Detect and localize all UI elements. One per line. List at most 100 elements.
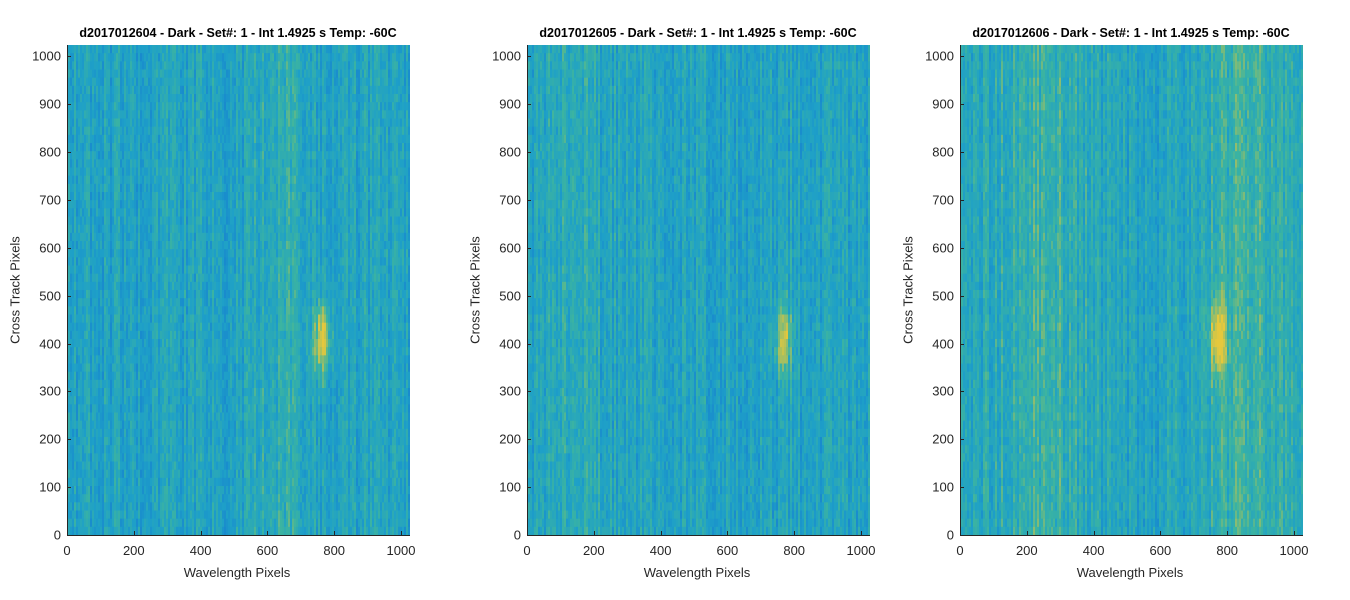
chart-1-cell: [98, 69, 101, 78]
chart-1-cell: [88, 445, 91, 454]
chart-1-cell: [72, 94, 75, 103]
chart-1-cell: [76, 330, 79, 340]
chart-1-cell: [84, 249, 87, 258]
chart-1-cell: [148, 290, 151, 299]
chart-1-cell: [124, 412, 127, 421]
chart-1-cell: [192, 314, 195, 323]
chart-1-cell: [164, 494, 167, 503]
chart-1-cell: [224, 306, 227, 315]
chart-1-cell: [122, 526, 125, 535]
chart-1-cell: [74, 322, 77, 332]
chart-1-cell: [154, 151, 157, 160]
chart-1-cell: [158, 502, 161, 511]
chart-1-cell: [210, 510, 213, 519]
chart-1-cell: [72, 273, 75, 283]
chart-1-cell: [168, 420, 171, 430]
chart-1-cell: [204, 45, 207, 54]
chart-1-cell: [142, 379, 145, 389]
chart-1-cell: [130, 306, 133, 315]
chart-1-cell: [168, 314, 171, 323]
chart-1-cell: [226, 494, 229, 503]
chart-1-cell: [136, 290, 139, 299]
chart-1-cell: [204, 322, 207, 332]
chart-1-cell: [156, 61, 159, 70]
chart-1-cell: [164, 371, 167, 381]
chart-1-cell: [152, 151, 155, 160]
chart-1-cell: [198, 347, 201, 356]
chart-1-cell: [154, 306, 157, 315]
chart-1-cell: [124, 445, 127, 454]
chart-1-cell: [214, 151, 217, 160]
chart-1-cell: [98, 404, 101, 413]
chart-1-cell: [224, 298, 227, 307]
chart-1-cell: [190, 445, 193, 454]
chart-1-cell: [210, 404, 213, 413]
chart-1-cell: [184, 510, 187, 519]
chart-1-cell: [204, 77, 207, 87]
chart-1-cell: [182, 175, 185, 185]
chart-1-cell: [174, 445, 177, 454]
chart-1-cell: [122, 330, 125, 340]
chart-1-cell: [80, 134, 83, 144]
chart-1-cell: [122, 273, 125, 283]
chart-1-cell: [96, 192, 99, 201]
chart-1-cell: [198, 298, 201, 307]
chart-1-cell: [166, 192, 169, 201]
chart-1-cell: [78, 412, 81, 421]
chart-1-cell: [198, 208, 201, 217]
chart-1-cell: [220, 249, 223, 258]
chart-1-cell: [122, 298, 125, 307]
chart-1-cell: [132, 371, 135, 381]
chart-1-cell: [70, 151, 73, 160]
chart-1-cell: [156, 216, 159, 225]
chart-1-cell: [108, 77, 111, 87]
chart-1-cell: [170, 257, 173, 266]
chart-1-cell: [102, 265, 105, 274]
chart-1-cell: [204, 330, 207, 340]
chart-1-cell: [138, 379, 141, 389]
chart-1-cell: [232, 151, 235, 160]
chart-1-cell: [152, 183, 155, 193]
chart-1-cell: [126, 200, 129, 209]
chart-1-cell: [212, 216, 215, 225]
chart-1-cell: [142, 298, 145, 307]
chart-1-cell: [146, 69, 149, 78]
chart-1-cell: [118, 445, 121, 454]
chart-1-cell: [106, 388, 109, 397]
chart-1-cell: [162, 445, 165, 454]
chart-1-cell: [234, 118, 237, 127]
chart-1-cell: [184, 265, 187, 274]
chart-1-cell: [92, 183, 95, 193]
chart-1-cell: [200, 77, 203, 87]
chart-1-cell: [198, 232, 201, 242]
chart-1-cell: [86, 85, 89, 95]
chart-1-cell: [90, 118, 93, 127]
chart-1-cell: [88, 175, 91, 185]
chart-1-cell: [152, 216, 155, 225]
chart-1-cell: [230, 94, 233, 103]
chart-1-cell: [80, 486, 83, 495]
chart-1-cell: [106, 69, 109, 78]
chart-1-cell: [234, 143, 237, 152]
chart-1-cell: [78, 200, 81, 209]
chart-1-cell: [80, 437, 83, 446]
chart-1-cell: [162, 477, 165, 487]
chart-1-cell: [212, 61, 215, 70]
chart-1-cell: [178, 159, 181, 168]
chart-1-cell: [222, 322, 225, 332]
chart-1-cell: [168, 379, 171, 389]
chart-1-cell: [192, 281, 195, 291]
chart-1-cell: [126, 298, 129, 307]
chart-1-cell: [138, 143, 141, 152]
chart-1-cell: [230, 110, 233, 119]
chart-1-cell: [120, 126, 123, 136]
chart-1-cell: [212, 420, 215, 430]
chart-1-cell: [186, 110, 189, 119]
chart-1-cell: [190, 461, 193, 470]
chart-1-cell: [188, 53, 191, 62]
chart-1-cell: [176, 486, 179, 495]
chart-1-cell: [174, 257, 177, 266]
chart-1-cell: [190, 453, 193, 462]
chart-1-cell: [84, 134, 87, 144]
chart-1-cell: [220, 469, 223, 479]
